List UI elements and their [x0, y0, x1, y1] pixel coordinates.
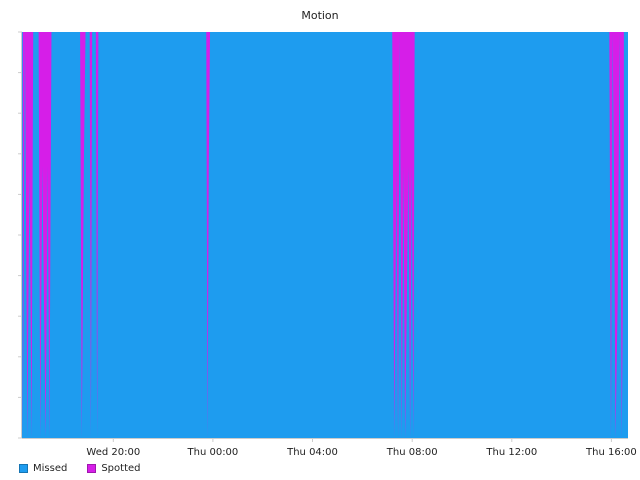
- x-tick-label: Wed 20:00: [86, 447, 140, 458]
- missed-area: [22, 32, 628, 438]
- x-tick-label: Thu 16:00: [585, 447, 637, 458]
- chart-title: Motion: [301, 9, 339, 22]
- legend: Missed Spotted: [19, 462, 160, 474]
- spotted-area: [22, 32, 624, 438]
- x-tick-label: Thu 08:00: [386, 447, 438, 458]
- legend-swatch-missed: [19, 463, 28, 473]
- motion-chart: Wed 20:00 Thu 00:00 Thu 04:00 Thu 08:00 Thu …: [18, 31, 637, 458]
- legend-label-missed: Missed: [33, 462, 68, 474]
- x-tick-label: Thu 04:00: [286, 447, 338, 458]
- x-tick-label: Thu 12:00: [485, 447, 537, 458]
- legend-item-spotted[interactable]: Spotted: [87, 463, 140, 474]
- legend-swatch-spotted: [87, 463, 97, 473]
- legend-item-missed[interactable]: Missed: [19, 463, 67, 474]
- x-tick-label: Thu 00:00: [187, 447, 239, 458]
- legend-label-spotted: Spotted: [101, 462, 141, 474]
